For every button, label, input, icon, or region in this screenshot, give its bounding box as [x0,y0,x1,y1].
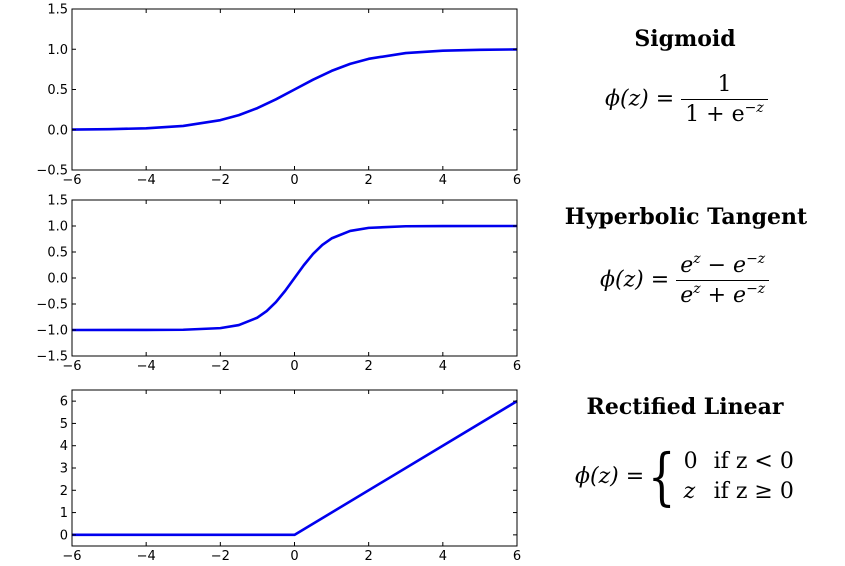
tanh-ytick-label: −1.0 [36,324,68,339]
relu-xtick-label: 6 [513,549,521,564]
sigmoid-xtick-label: 6 [513,173,521,188]
sigmoid-ytick-label: 1.0 [47,43,68,58]
relu-xtick-label: 2 [365,549,373,564]
tanh-equation: ϕ(z) = ez − e−z ez + e−z [600,251,770,308]
tanh-xtick-label: 0 [290,359,298,374]
tanh-ytick-label: 0.0 [47,272,68,287]
sigmoid-ytick-label: −0.5 [36,164,68,179]
sigmoid-ytick-label: 0.0 [47,123,68,138]
tanh-xtick-label: 2 [365,359,373,374]
relu-lhs: ϕ(z) = [575,464,645,489]
sigmoid-fraction: 1 1 + e−z [681,72,768,127]
tanh-xtick-label: 4 [439,359,447,374]
sigmoid-xtick-label: 0 [290,173,298,188]
tanh-fraction: ez − e−z ez + e−z [676,251,770,308]
relu-curve [72,400,518,537]
relu-ytick-label: 1 [60,506,68,521]
relu-xtick-label: 4 [439,549,447,564]
tanh-ytick-label: 0.5 [47,246,68,261]
relu-axes-frame [71,389,518,547]
relu-case-positive: z if z ≥ 0 [683,479,794,504]
sigmoid-xtick-label: 4 [439,173,447,188]
relu-case-negative: 0 if z < 0 [683,449,794,474]
sigmoid-lhs: ϕ(z) = [605,86,675,112]
sigmoid-xtick-label: −2 [211,173,230,188]
relu-title: Rectified Linear [586,394,784,420]
tanh-plot: −6 −4 −2 0 2 4 6 −1.5 −1.0 −0.5 0.0 0.5 1.0 1.5 [36,194,521,375]
relu-brace: { [648,440,676,513]
sigmoid-curve [71,48,518,131]
tanh-ytick-label: 1.0 [47,220,68,235]
sigmoid-plot: −6 −4 −2 0 2 4 6 −0.5 0.0 0.5 1.0 1.5 [36,3,521,189]
relu-ytick-label: 6 [60,395,68,410]
relu-ytick-label: 5 [60,417,68,432]
sigmoid-denominator: 1 + e−z [681,99,768,127]
relu-xtick-label: 0 [290,549,298,564]
tanh-curve [71,224,518,332]
relu-xtick-label: −6 [62,549,81,564]
relu-ytick-label: 4 [60,439,68,454]
sigmoid-ytick-label: 0.5 [47,83,68,98]
relu-ytick-label: 0 [60,528,68,543]
tanh-denominator: ez + e−z [676,280,770,308]
tanh-ytick-label: 1.5 [47,194,68,209]
relu-xtick-label: −2 [211,549,230,564]
sigmoid-xtick-label: 2 [365,173,373,188]
tanh-xtick-label: −2 [211,359,230,374]
sigmoid-xtick-label: −4 [137,173,156,188]
sigmoid-xtick-label: −6 [62,173,81,188]
relu-equation: ϕ(z) ={ 0 if z < 0 z if z ≥ 0 [575,446,794,508]
relu-cases: 0 if z < 0 z if z ≥ 0 [684,447,794,507]
sigmoid-equation: ϕ(z) = 1 1 + e−z [605,72,768,127]
relu-ytick-label: 3 [60,462,68,477]
tanh-lhs: ϕ(z) = [600,267,670,293]
relu-plot: −6 −4 −2 0 2 4 6 0 1 2 3 4 5 6 [60,389,521,564]
tanh-xtick-label: −4 [137,359,156,374]
relu-ytick-label: 2 [60,484,68,499]
tanh-title: Hyperbolic Tangent [564,204,808,230]
sigmoid-numerator: 1 [717,72,732,97]
sigmoid-title: Sigmoid [634,26,736,52]
tanh-ytick-label: −1.5 [36,350,68,365]
tanh-numerator: ez − e−z [680,251,766,278]
sigmoid-ytick-label: 1.5 [47,3,68,18]
tanh-ytick-label: −0.5 [36,298,68,313]
tanh-xtick-label: 6 [513,359,521,374]
relu-xtick-label: −4 [137,549,156,564]
tanh-xtick-label: −6 [62,359,81,374]
